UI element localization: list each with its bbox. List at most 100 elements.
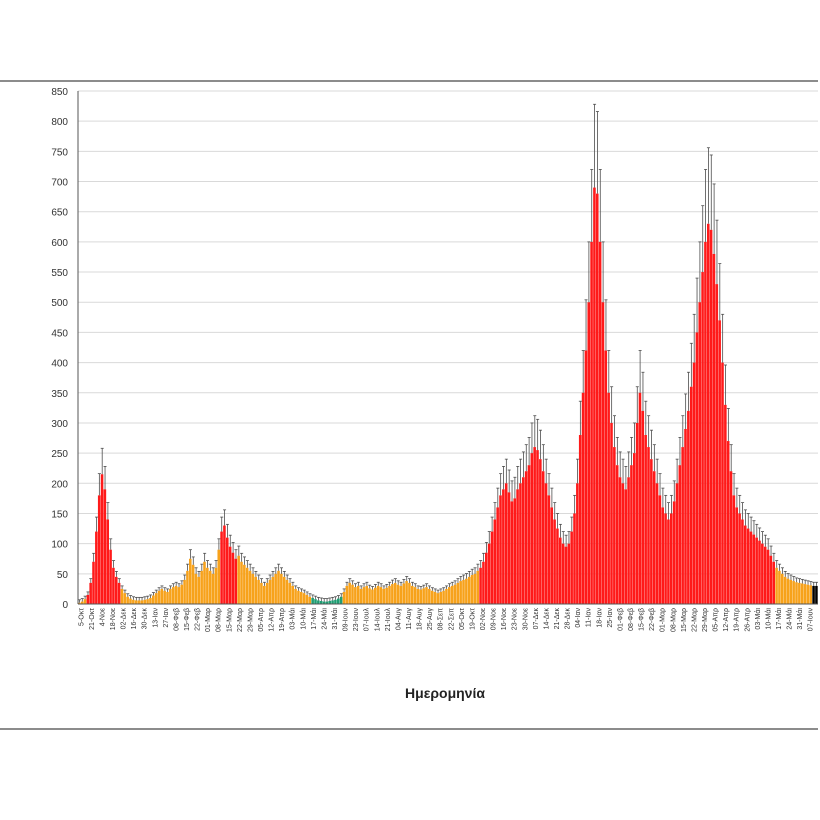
bar: [237, 555, 240, 604]
bar: [450, 585, 454, 604]
x-tick-label: 07-Δεκ: [533, 608, 540, 630]
bar: [453, 584, 457, 604]
bar: [399, 585, 403, 604]
x-tick-label: 22-Μαρ: [691, 608, 698, 632]
x-axis-title: Ημερομηνία: [405, 685, 485, 701]
bar: [507, 492, 511, 604]
bar: [587, 302, 591, 604]
y-tick-label: 600: [51, 238, 68, 249]
x-tick-label: 15-Φεβ: [639, 608, 646, 631]
bar: [704, 241, 707, 604]
bar: [775, 567, 778, 604]
bar: [268, 579, 272, 604]
bar: [274, 573, 277, 604]
bar: [328, 600, 332, 604]
bar: [707, 223, 710, 604]
bar: [502, 489, 505, 604]
bar: [439, 591, 443, 604]
bar: [598, 241, 602, 604]
bar: [123, 593, 127, 604]
bar: [265, 582, 269, 604]
bar: [621, 483, 625, 604]
x-tick-label: 18-Αυγ: [417, 608, 424, 631]
y-tick-label: 350: [51, 389, 68, 400]
bar: [263, 585, 266, 604]
bar: [570, 531, 573, 604]
bar: [146, 599, 149, 604]
x-tick-label: 03-Μάι: [289, 608, 297, 630]
x-tick-label: 18-Νοε: [110, 608, 117, 630]
bar: [658, 495, 662, 604]
bar: [291, 585, 295, 604]
bar: [78, 602, 81, 604]
x-tick-label: 15-Μαρ: [226, 608, 233, 632]
bar: [166, 591, 169, 604]
bar: [610, 422, 613, 604]
bar: [792, 581, 795, 604]
bar: [137, 600, 141, 604]
y-tick-label: 250: [51, 449, 68, 460]
bar: [240, 561, 243, 604]
bar: [539, 459, 542, 604]
bar: [152, 595, 155, 604]
bar: [408, 582, 411, 604]
bar: [627, 477, 630, 604]
bar: [294, 588, 297, 604]
bar: [214, 567, 218, 604]
bar: [786, 578, 790, 604]
bar: [493, 519, 497, 604]
bar: [519, 483, 522, 604]
bar: [203, 561, 206, 604]
bar: [724, 404, 727, 604]
x-tick-label: 17-Μάι: [310, 608, 318, 630]
bar: [174, 585, 178, 604]
bar: [803, 584, 807, 604]
bar: [436, 593, 440, 604]
x-tick-label: 02-Νοε: [480, 608, 487, 630]
x-tick-label: 12-Απρ: [723, 608, 730, 632]
bar: [220, 531, 223, 604]
bar: [601, 302, 605, 604]
bar: [726, 441, 730, 604]
bar: [652, 471, 656, 604]
bar: [647, 447, 650, 604]
bar: [581, 392, 585, 604]
bar: [419, 589, 423, 604]
x-tick-label: 5-Οκτ: [78, 608, 85, 626]
x-tick-label: 04-Ιαν: [575, 608, 582, 628]
x-tick-label: 09-Νοε: [491, 608, 498, 630]
x-tick-label: 29-Μαρ: [247, 608, 254, 632]
bar: [391, 584, 394, 604]
bar: [732, 495, 736, 604]
bar: [499, 495, 502, 604]
x-axis-ticks: 5-Οκτ 21-Οκτ 4-Νοε 18-Νοε 02-Δεκ 16-Δεκ 30-Δεκ…: [78, 608, 814, 632]
bar: [741, 519, 744, 604]
bar: [618, 477, 622, 604]
bar: [806, 584, 810, 604]
bar: [288, 582, 292, 604]
bar: [89, 582, 92, 604]
bar: [331, 600, 334, 604]
x-tick-label: 24-Μάι: [320, 608, 328, 630]
bar: [766, 549, 770, 604]
bar: [428, 588, 431, 604]
y-tick-label: 100: [51, 540, 68, 551]
bar: [596, 193, 599, 604]
bar: [744, 525, 747, 604]
x-tick-label: 27-Ιαν: [163, 608, 170, 628]
bar: [644, 435, 647, 604]
bars: [78, 187, 818, 604]
x-tick-label: 15-Μαρ: [681, 608, 688, 632]
bar: [337, 598, 340, 604]
x-tick-label: 22-Μαρ: [237, 608, 244, 632]
bar: [758, 540, 761, 604]
bar: [80, 601, 84, 604]
bar: [761, 543, 764, 604]
bar: [351, 584, 354, 604]
bar: [635, 422, 639, 604]
bar: [689, 386, 693, 604]
bar: [382, 588, 386, 604]
x-tick-label: 02-Δεκ: [121, 608, 128, 630]
bar: [180, 584, 184, 604]
bar: [359, 588, 363, 604]
